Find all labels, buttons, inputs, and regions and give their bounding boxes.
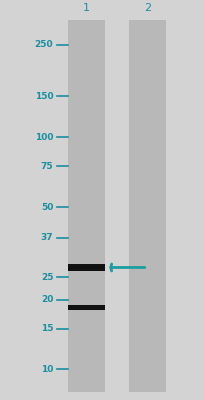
- Text: 25: 25: [41, 272, 53, 282]
- Text: 37: 37: [40, 233, 53, 242]
- Text: 1: 1: [82, 2, 89, 12]
- Text: 15: 15: [41, 324, 53, 333]
- FancyBboxPatch shape: [67, 305, 104, 310]
- Text: 20: 20: [41, 295, 53, 304]
- Text: 10: 10: [41, 365, 53, 374]
- FancyBboxPatch shape: [67, 20, 104, 392]
- Text: 50: 50: [41, 203, 53, 212]
- FancyBboxPatch shape: [67, 264, 104, 271]
- FancyBboxPatch shape: [129, 20, 165, 392]
- Text: 2: 2: [143, 2, 150, 12]
- Text: 100: 100: [35, 133, 53, 142]
- Text: 150: 150: [34, 92, 53, 101]
- Text: 75: 75: [40, 162, 53, 171]
- Text: 250: 250: [34, 40, 53, 49]
